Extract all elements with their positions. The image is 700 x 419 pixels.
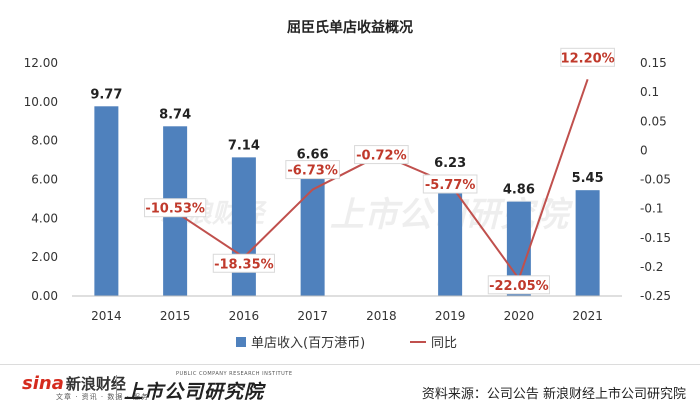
bar-value-label: 5.45 <box>572 171 604 186</box>
x-tick-label: 2016 <box>229 309 260 323</box>
line-value-label: -0.72% <box>356 149 407 164</box>
chart-title: 屈臣氏单店收益概况 <box>287 19 413 36</box>
sina-brand-cn: 新浪财经 <box>65 375 126 393</box>
bar <box>94 106 119 296</box>
source-note: 资料来源：公司公告 新浪财经上市公司研究院 <box>421 387 686 402</box>
left-tick-label: 2.00 <box>31 250 58 264</box>
left-axis-ticks: 0.00 2.00 4.00 6.00 8.00 10.00 12.00 <box>24 56 58 303</box>
right-tick-label: -0.25 <box>640 289 671 303</box>
x-tick-label: 2018 <box>366 309 397 323</box>
right-tick-label: 0.05 <box>640 114 667 128</box>
legend-label-bar: 单店收入(百万港币) <box>251 336 365 351</box>
right-tick-label: -0.15 <box>640 231 671 245</box>
bar <box>231 157 256 296</box>
right-tick-label: 0.1 <box>640 85 659 99</box>
line-label-box <box>560 47 615 67</box>
line-value-labels: -10.53% -18.35% -6.73% -0.72% -5.77% -22.05% 1… <box>144 47 615 295</box>
line-value-label: -6.73% <box>287 164 338 179</box>
bar-value-label: 9.77 <box>90 87 122 102</box>
x-axis-labels: 2014 2015 2016 2017 2018 2019 2020 2021 <box>91 309 603 323</box>
line-label-box <box>422 174 478 194</box>
footer-divider <box>116 375 117 399</box>
line-value-label: -5.77% <box>425 178 476 193</box>
footer: sina 新浪财经 文章 · 资讯 · 数据 · 服务 PUBLIC COMPAN… <box>0 364 700 419</box>
sina-brand-tags: 文章 · 资讯 · 数据 · 服务 <box>56 393 150 401</box>
line-label-box <box>354 145 409 165</box>
right-tick-label: -0.05 <box>640 173 671 187</box>
legend: 单店收入(百万港币) 同比 <box>236 336 457 351</box>
right-tick-label: 0 <box>640 143 648 157</box>
right-axis-ticks: -0.25 -0.2 -0.15 -0.1 -0.05 0 0.05 0.1 0.15 <box>640 56 671 303</box>
line-value-label: -10.53% <box>145 202 205 217</box>
left-tick-label: 10.00 <box>24 95 58 109</box>
institute-en: PUBLIC COMPANY RESEARCH INSTITUTE <box>176 371 293 377</box>
bar-value-label: 6.66 <box>297 148 329 163</box>
left-tick-label: 8.00 <box>31 134 58 148</box>
x-tick-label: 2021 <box>572 309 603 323</box>
line-label-box <box>144 198 207 218</box>
left-tick-label: 0.00 <box>31 289 58 303</box>
x-tick-label: 2017 <box>297 309 328 323</box>
line-value-label: -18.35% <box>214 257 274 272</box>
left-tick-label: 12.00 <box>24 56 58 70</box>
x-tick-label: 2014 <box>91 309 122 323</box>
bar-value-label: 8.74 <box>159 107 191 122</box>
legend-swatch-bar <box>236 337 246 347</box>
sina-logo-icon: sina 新浪财经 文章 · 资讯 · 数据 · 服务 <box>22 373 149 402</box>
line-value-label: 12.20% <box>561 51 615 66</box>
line-value-label: -22.05% <box>489 279 549 294</box>
left-tick-label: 6.00 <box>31 173 58 187</box>
bar-value-label: 4.86 <box>503 183 535 198</box>
chart: 屈臣氏单店收益概况 新浪财经 上市公司研究院 0.002.004.006.008… <box>24 19 671 351</box>
line-label-box <box>285 160 340 180</box>
x-tick-label: 2020 <box>504 309 535 323</box>
bar-value-label: 6.23 <box>434 156 466 171</box>
right-tick-label: -0.1 <box>640 202 663 216</box>
x-tick-label: 2015 <box>160 309 191 323</box>
bar <box>575 190 600 296</box>
line-label-box <box>212 253 275 273</box>
legend-label-line: 同比 <box>431 336 457 351</box>
institute-logo: PUBLIC COMPANY RESEARCH INSTITUTE 上市公司研究… <box>124 371 292 404</box>
institute-cn: 上市公司研究院 <box>124 381 265 403</box>
right-tick-label: -0.2 <box>640 260 663 274</box>
bar <box>300 166 325 296</box>
bar-value-labels: 9.77 8.74 7.14 6.66 6.23 4.86 5.45 <box>90 87 603 197</box>
x-tick-label: 2019 <box>435 309 466 323</box>
sina-brand: sina <box>22 373 64 394</box>
bar-value-label: 7.14 <box>228 138 260 153</box>
line-label-box <box>487 275 550 295</box>
right-tick-label: 0.15 <box>640 56 667 70</box>
left-tick-label: 4.00 <box>31 211 58 225</box>
